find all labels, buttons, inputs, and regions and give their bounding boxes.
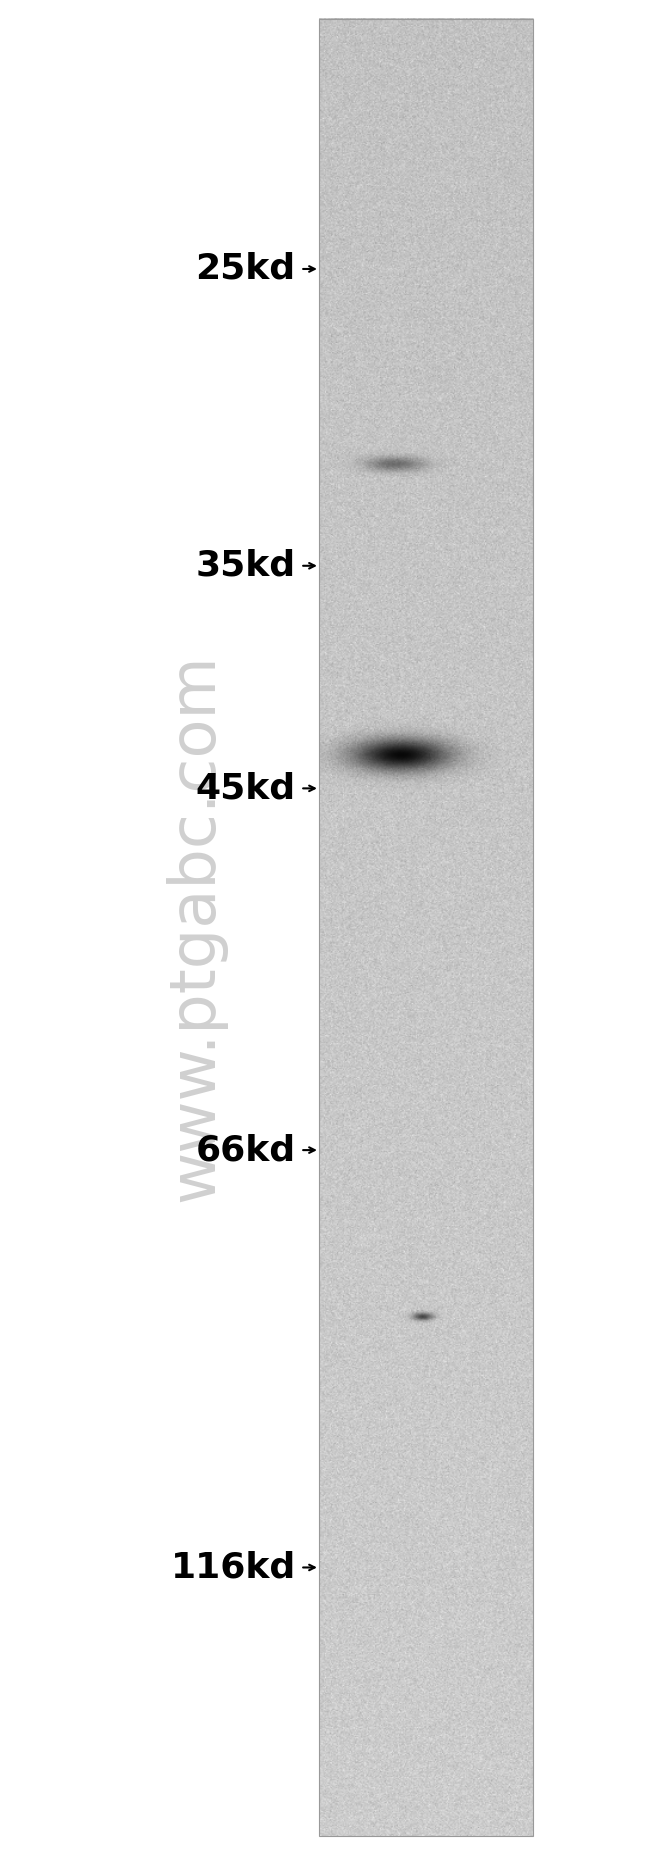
Text: 45kd: 45kd — [196, 772, 296, 805]
Text: 66kd: 66kd — [196, 1133, 296, 1167]
Bar — [318, 19, 533, 1836]
Text: 116kd: 116kd — [170, 1551, 296, 1584]
Text: 25kd: 25kd — [196, 252, 296, 286]
Text: www.ptgabc.com: www.ptgabc.com — [164, 653, 226, 1202]
Text: 35kd: 35kd — [196, 549, 296, 582]
